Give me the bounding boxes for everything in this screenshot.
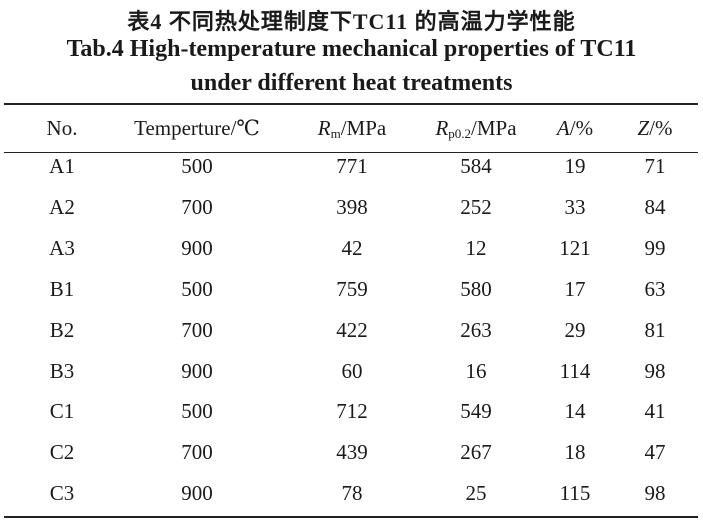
header-symbol: R xyxy=(317,116,331,140)
table-cell: 900 xyxy=(181,235,213,260)
table-cell: 63 xyxy=(644,276,666,301)
table-cell: 98 xyxy=(644,358,666,383)
caption-cn: 表4 不同热处理制度下TC11 的高温力学性能 xyxy=(127,9,576,34)
table-cell: 25 xyxy=(465,481,487,506)
header-cell: Rp0.2/MPa xyxy=(396,116,556,142)
caption-en: under different heat treatments xyxy=(190,70,513,96)
table-cell: 900 xyxy=(181,481,213,506)
header-symbol: Z xyxy=(637,116,650,140)
table-cell: 549 xyxy=(460,399,492,424)
table-cell: 12 xyxy=(465,235,487,260)
caption-en: Tab.4 High-temperature mechanical proper… xyxy=(66,36,637,62)
table-cell: 115 xyxy=(559,481,591,506)
table-cell: 121 xyxy=(559,235,591,260)
table-cell: 16 xyxy=(465,358,487,383)
table-cell: 712 xyxy=(336,399,368,424)
header-unit: /% xyxy=(569,116,594,140)
header-text: No. xyxy=(46,116,78,140)
row-label: A2 xyxy=(49,194,75,219)
table-cell: 98 xyxy=(644,481,666,506)
table-cell: 700 xyxy=(181,317,213,342)
table-cell: 71 xyxy=(644,154,666,178)
header-cell: Z/% xyxy=(575,116,703,141)
table-cell: 422 xyxy=(336,317,368,342)
row-label: B3 xyxy=(49,358,75,383)
table-cell: 42 xyxy=(341,235,363,260)
table-cell: 580 xyxy=(460,276,492,301)
header-cell: Rm/MPa xyxy=(272,116,432,142)
table-cell: 771 xyxy=(336,154,368,178)
table-cell: 439 xyxy=(336,440,368,465)
table-cell: 700 xyxy=(181,194,213,219)
table-cell: 41 xyxy=(644,399,666,424)
table-cell: 584 xyxy=(460,154,492,178)
header-text: Temperture/℃ xyxy=(134,116,260,140)
table-cell: 84 xyxy=(644,194,666,219)
row-label: C3 xyxy=(49,481,75,506)
header-symbol: R xyxy=(435,116,449,140)
bottom-rule xyxy=(4,516,698,518)
table-cell: 78 xyxy=(341,481,363,506)
table-cell: 759 xyxy=(336,276,368,301)
table-cell: 114 xyxy=(559,358,591,383)
header-cell: Temperture/℃ xyxy=(117,116,277,141)
table-cell: 500 xyxy=(181,276,213,301)
row-label: B1 xyxy=(49,276,75,301)
table-cell: 900 xyxy=(181,358,213,383)
header-subscript: p0.2 xyxy=(448,126,472,141)
table-cell: 60 xyxy=(341,358,363,383)
row-label: C2 xyxy=(49,440,75,465)
header-rule xyxy=(4,152,698,153)
row-label: C1 xyxy=(49,399,75,424)
header-unit: /% xyxy=(649,116,673,140)
header-subscript: m xyxy=(330,126,341,141)
table-cell: 33 xyxy=(564,194,586,219)
row-label: A3 xyxy=(49,235,75,260)
table-cell: 81 xyxy=(644,317,666,342)
table-cell: 500 xyxy=(181,154,213,178)
table-cell: 500 xyxy=(181,399,213,424)
row-label: B2 xyxy=(49,317,75,342)
table-cell: 47 xyxy=(644,440,666,465)
table-cell: 252 xyxy=(460,194,492,219)
header-unit: /MPa xyxy=(471,116,517,140)
header-symbol: A xyxy=(556,116,570,140)
table-cell: 263 xyxy=(460,317,492,342)
table-cell: 700 xyxy=(181,440,213,465)
header-cell: No. xyxy=(0,116,142,141)
row-label: A1 xyxy=(49,154,75,178)
table-cell: 14 xyxy=(564,399,586,424)
top-rule xyxy=(4,103,698,105)
header-cell: A/% xyxy=(495,116,655,141)
header-unit: /MPa xyxy=(340,116,387,140)
table-cell: 17 xyxy=(564,276,586,301)
table-cell: 99 xyxy=(644,235,666,260)
table-cell: 267 xyxy=(460,440,492,465)
table-cell: 19 xyxy=(564,154,586,178)
table-cell: 398 xyxy=(336,194,368,219)
table-cell: 29 xyxy=(564,317,586,342)
table-cell: 18 xyxy=(564,440,586,465)
